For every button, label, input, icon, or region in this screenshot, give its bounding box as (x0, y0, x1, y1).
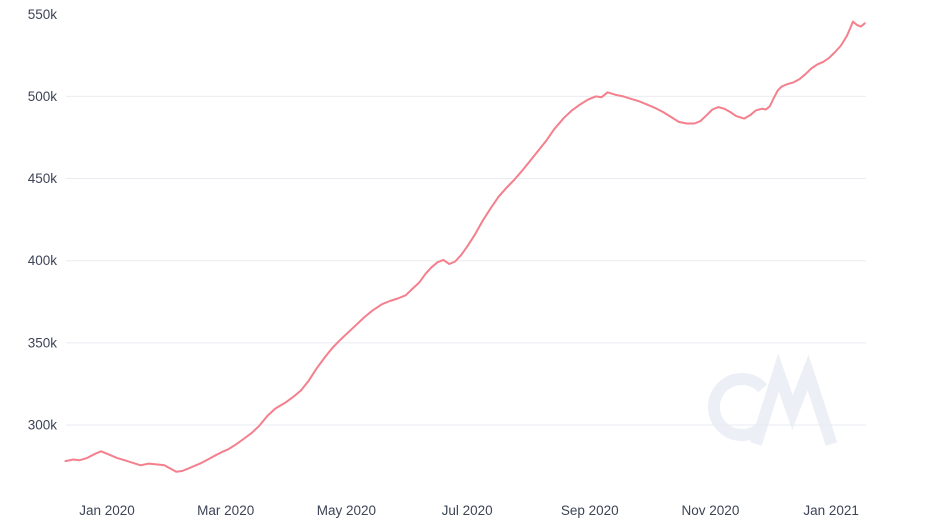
y-tick-label-550k: 550k (28, 7, 58, 22)
y-tick-label-450k: 450k (28, 171, 58, 186)
y-tick-label-350k: 350k (28, 335, 58, 350)
y-tick-label-400k: 400k (28, 253, 58, 268)
x-tick-label-mar-2020: Mar 2020 (197, 503, 254, 518)
x-axis-labels: Jan 2020 Mar 2020 May 2020 Jul 2020 Sep 2020… (79, 503, 859, 518)
data-series-line (64, 20, 866, 473)
x-tick-label-jan-2021: Jan 2021 (803, 503, 859, 518)
y-tick-label-500k: 500k (28, 89, 58, 104)
x-tick-label-may-2020: May 2020 (317, 503, 376, 518)
x-tick-label-nov-2020: Nov 2020 (682, 503, 740, 518)
watermark-cm-logo (708, 353, 838, 446)
y-axis-labels: 300k 350k 400k 450k 500k 550k (28, 7, 58, 433)
y-gridlines (66, 95, 866, 426)
x-tick-label-jul-2020: Jul 2020 (442, 503, 493, 518)
watermark-c-glyph (708, 373, 768, 441)
x-tick-label-jan-2020: Jan 2020 (79, 503, 135, 518)
x-tick-label-sep-2020: Sep 2020 (561, 503, 619, 518)
watermark-m-glyph (750, 353, 838, 446)
y-tick-label-300k: 300k (28, 418, 58, 433)
